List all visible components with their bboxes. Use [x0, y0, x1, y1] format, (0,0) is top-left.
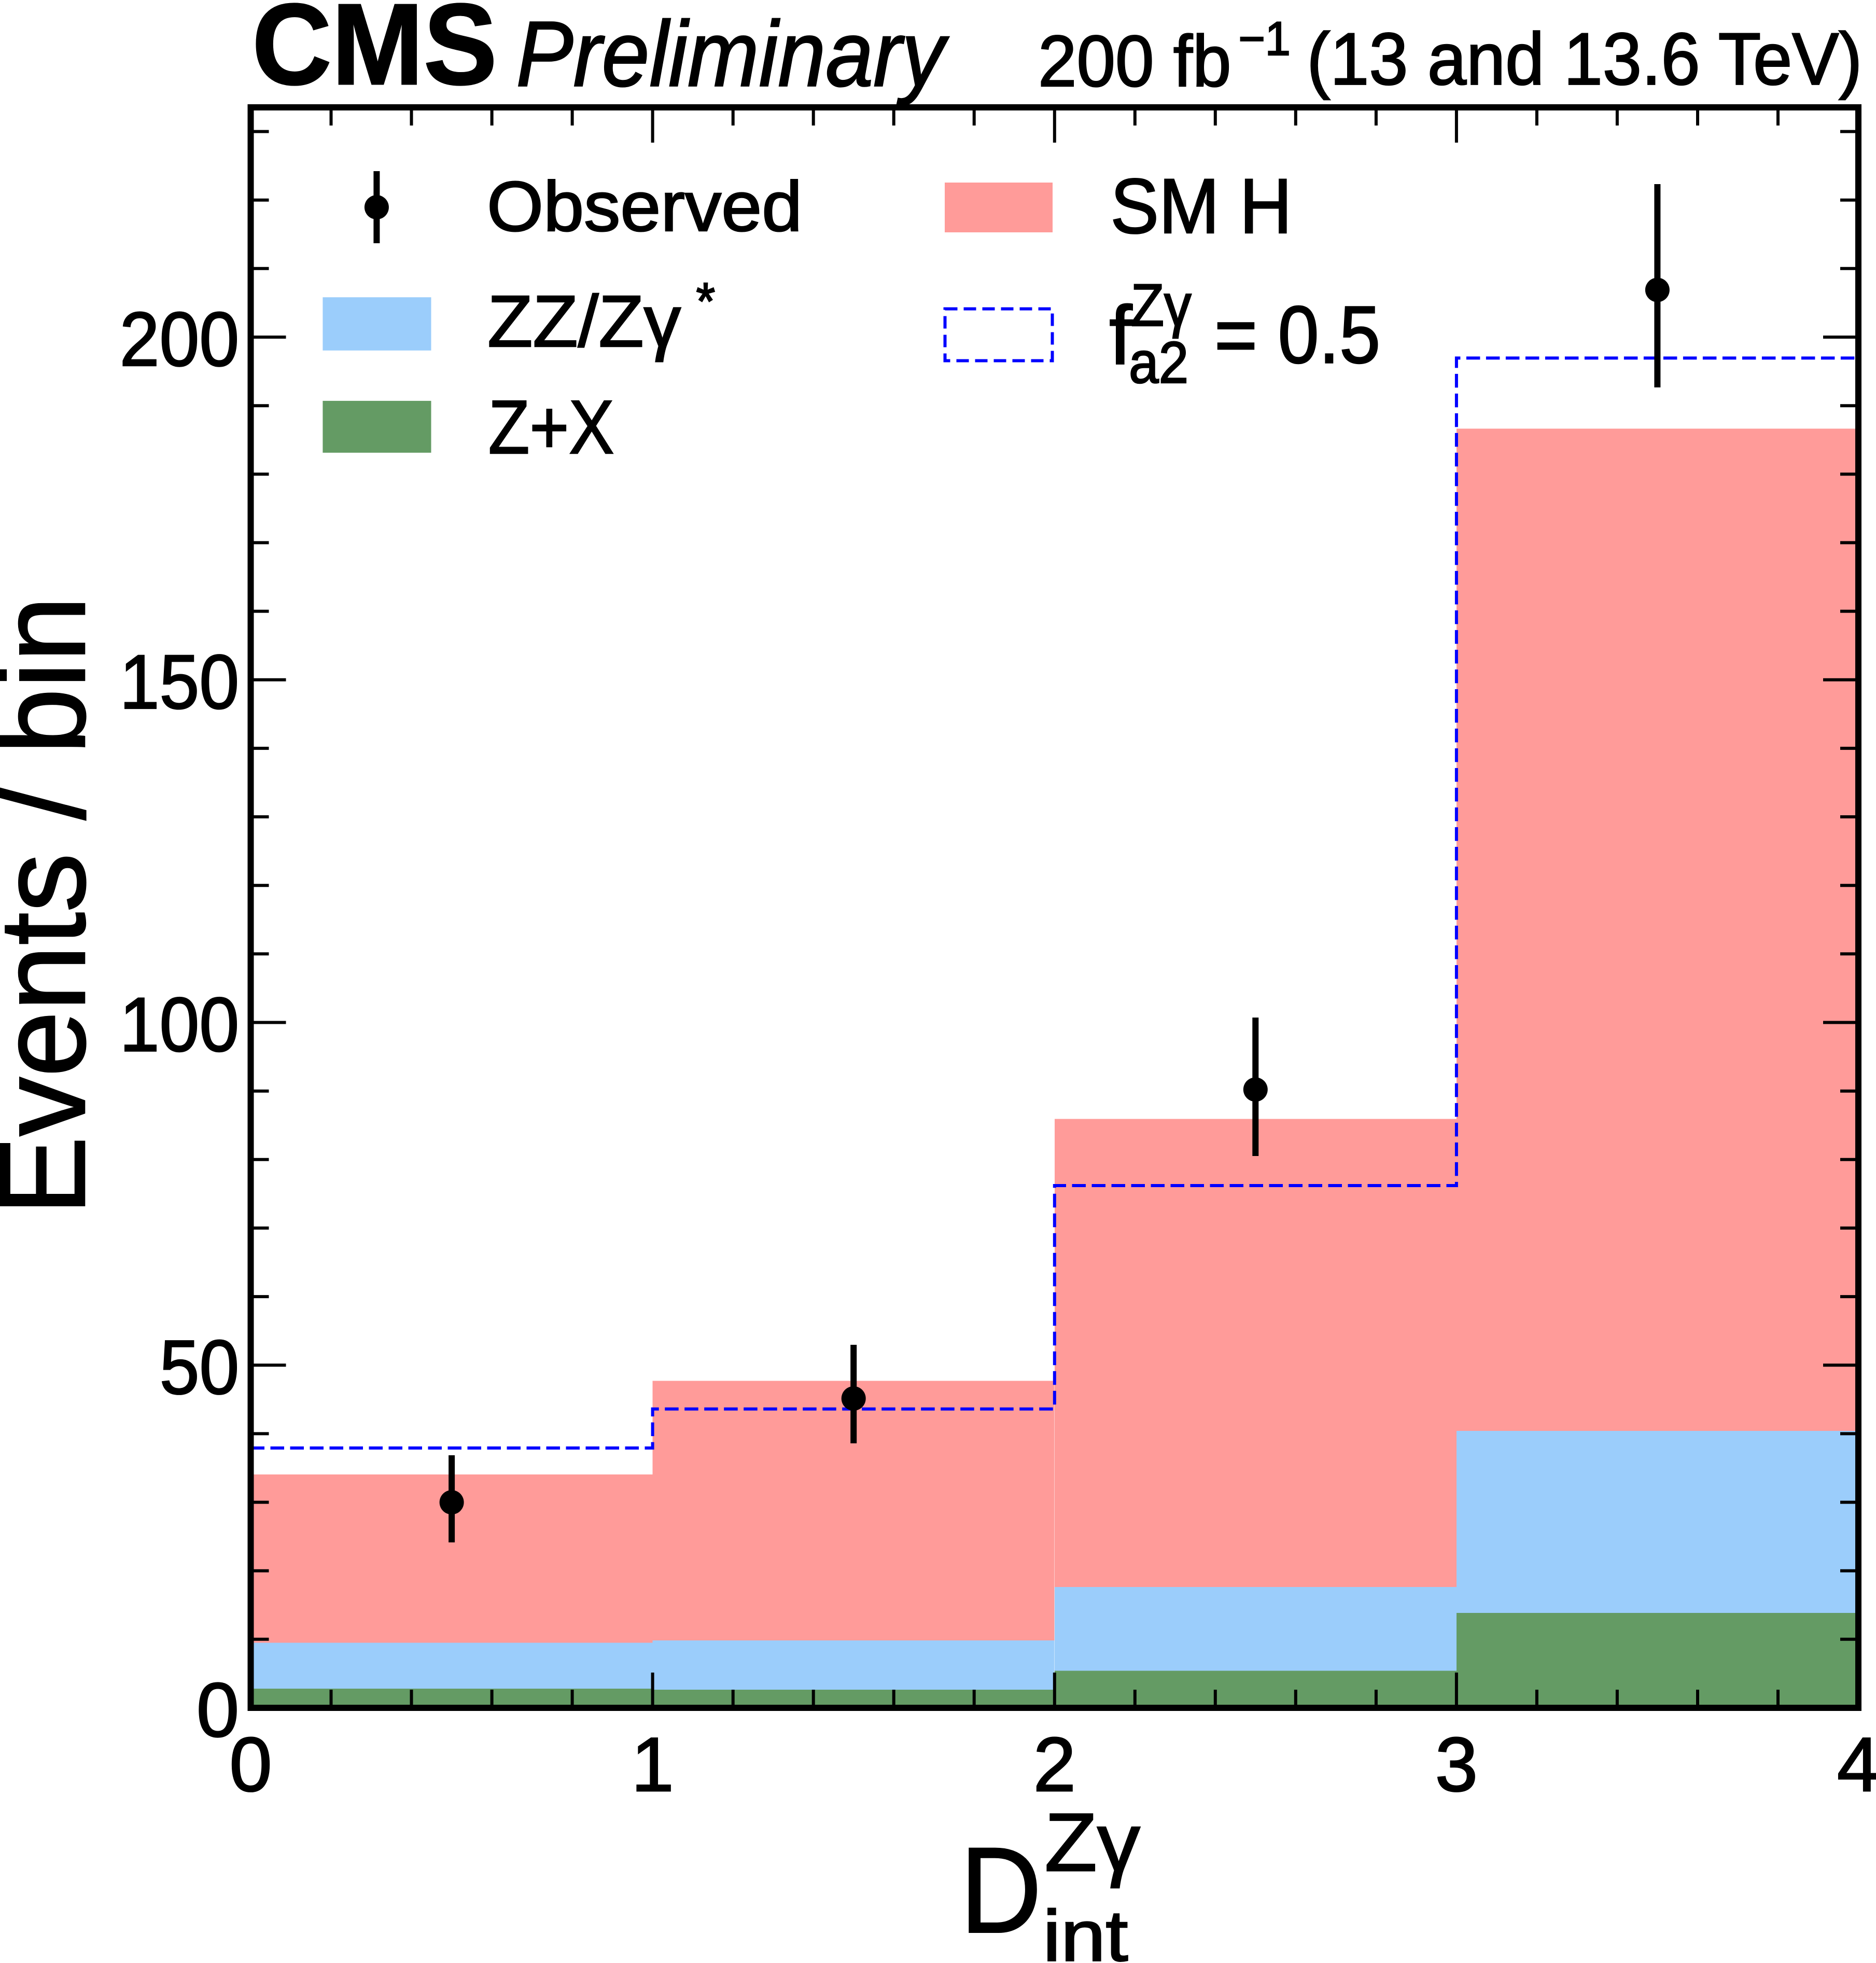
- svg-text:= 0.5: = 0.5: [1214, 289, 1380, 380]
- svg-text:SM H: SM H: [1111, 162, 1292, 249]
- svg-text:(13 and 13.6 TeV): (13 and 13.6 TeV): [1307, 18, 1862, 101]
- svg-text:−1: −1: [1239, 11, 1291, 65]
- svg-text:Zγ: Zγ: [1131, 272, 1192, 339]
- svg-text:f: f: [1109, 289, 1132, 382]
- svg-text:Zγ: Zγ: [1045, 1796, 1140, 1888]
- svg-text:int: int: [1043, 1896, 1128, 1963]
- svg-text:1: 1: [631, 1722, 674, 1807]
- svg-text:0: 0: [229, 1722, 272, 1807]
- svg-text:200: 200: [120, 297, 240, 382]
- svg-text:Preliminary: Preliminary: [516, 2, 949, 106]
- svg-text:a2: a2: [1129, 330, 1188, 395]
- svg-text:150: 150: [120, 639, 240, 725]
- svg-text:D: D: [960, 1822, 1042, 1958]
- svg-text:3: 3: [1435, 1722, 1478, 1807]
- svg-text:*: *: [696, 272, 716, 330]
- svg-text:Observed: Observed: [487, 167, 802, 246]
- svg-text:Z+X: Z+X: [488, 385, 614, 470]
- svg-text:50: 50: [160, 1325, 239, 1410]
- svg-text:4: 4: [1837, 1722, 1876, 1807]
- svg-text:200 fb: 200 fb: [1038, 20, 1231, 102]
- svg-text:ZZ/Zγ: ZZ/Zγ: [487, 280, 681, 362]
- svg-text:0: 0: [197, 1667, 239, 1753]
- svg-text:100: 100: [120, 982, 240, 1068]
- svg-text:CMS: CMS: [252, 0, 497, 109]
- svg-text:Events / bin: Events / bin: [0, 596, 111, 1215]
- svg-text:2: 2: [1033, 1722, 1076, 1807]
